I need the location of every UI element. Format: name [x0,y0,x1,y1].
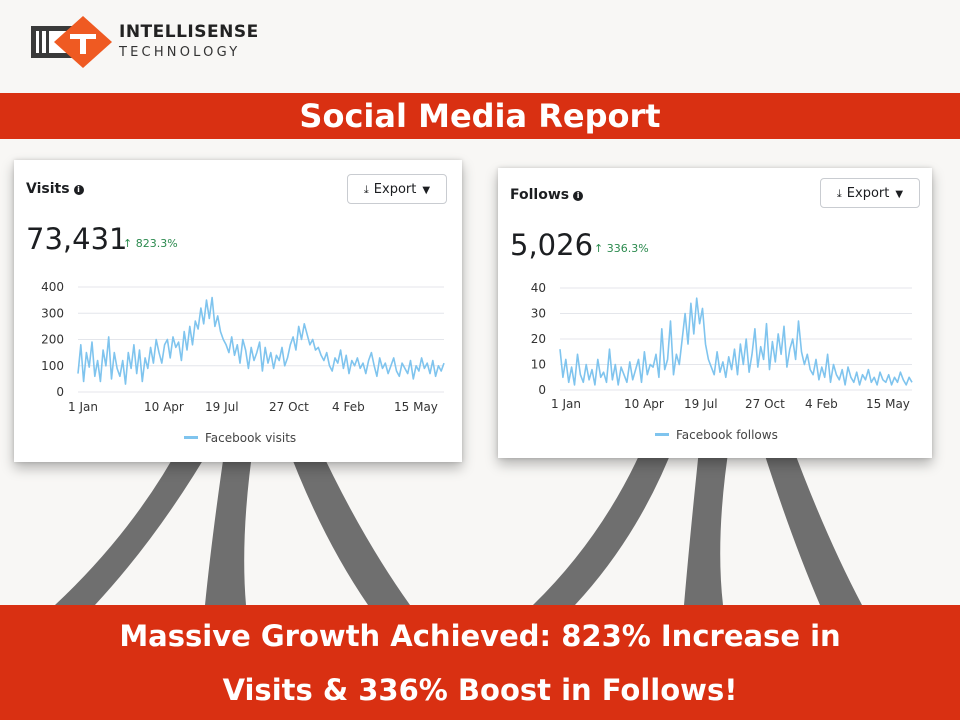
growth-percent: ↑ 336.3% [594,242,649,255]
follows-card: Follows i ⤓ Export ▼ 5,026 ↑ 336.3% 0 10 20 30… [498,168,932,458]
follows-line-chart: 0 10 20 30 40 1 Jan 10 Apr 19 Jul 27 Oct 4 Feb 15 … [531,281,913,411]
connector-stripes [55,440,862,605]
x-tick-label: 27 Oct [745,397,785,411]
download-icon: ⤓ [363,182,369,196]
legend-swatch [655,433,669,436]
info-icon[interactable]: i [573,191,584,201]
connector-stripe [285,440,410,605]
x-tick-label: 1 Jan [551,397,581,411]
export-button[interactable]: ⤓ Export ▼ [820,178,920,208]
total-follows: 5,026 [510,228,594,262]
download-icon: ⤓ [836,186,842,200]
x-tick-label: 4 Feb [332,400,365,414]
brand-name: INTELLISENSE [119,22,259,42]
brand-subtitle: TECHNOLOGY [119,45,241,60]
headline-line-2: Visits & 336% Boost in Follows! [222,673,738,707]
y-tick-label: 0 [538,383,546,397]
y-tick-label: 40 [531,281,546,295]
x-tick-label: 15 May [394,400,438,414]
headline-line-1: Massive Growth Achieved: 823% Increase i… [119,619,841,653]
x-tick-label: 10 Apr [624,397,664,411]
x-tick-label: 27 Oct [269,400,309,414]
x-tick-label: 1 Jan [68,400,98,414]
card-title: Visits i [26,181,84,197]
y-tick-label: 0 [56,385,64,399]
logo-mark-icon [31,16,112,68]
report-title-banner: Social Media Report [0,93,960,139]
legend-swatch [184,436,198,439]
x-tick-label: 4 Feb [805,397,838,411]
growth-percent: ↑ 823.3% [123,237,178,250]
y-tick-label: 20 [531,332,546,346]
series-line [77,296,445,385]
y-tick-label: 300 [41,306,64,320]
y-tick-label: 100 [41,359,64,373]
y-tick-label: 400 [41,280,64,294]
card-title: Follows i [510,187,584,203]
headline-banner: Massive Growth Achieved: 823% Increase i… [0,605,960,720]
total-visits: 73,431 [26,222,128,256]
chart-legend: Facebook follows [655,428,778,442]
info-icon[interactable]: i [73,185,84,195]
x-tick-label: 10 Apr [144,400,184,414]
x-tick-label: 19 Jul [684,397,718,411]
x-tick-label: 15 May [866,397,910,411]
chart-legend: Facebook visits [184,431,296,445]
connector-stripe [760,440,862,605]
connector-stripe [684,440,730,605]
connector-stripe [55,440,215,605]
export-button[interactable]: ⤓ Export ▼ [347,174,447,204]
series-line [559,297,913,386]
y-tick-label: 200 [41,333,64,347]
connector-stripe [533,440,676,605]
brand-logo: INTELLISENSE TECHNOLOGY [28,14,268,70]
caret-down-icon: ▼ [422,184,431,196]
connector-stripe [205,440,254,605]
y-tick-label: 30 [531,307,546,321]
visits-line-chart: 0 100 200 300 400 1 Jan 10 Apr 19 Jul 27 Oct 4 Fe… [41,280,445,414]
visits-card: Visits i ⤓ Export ▼ 73,431 ↑ 823.3% 0 100 200… [14,160,462,462]
caret-down-icon: ▼ [895,188,904,200]
y-tick-label: 10 [531,358,546,372]
x-tick-label: 19 Jul [205,400,239,414]
